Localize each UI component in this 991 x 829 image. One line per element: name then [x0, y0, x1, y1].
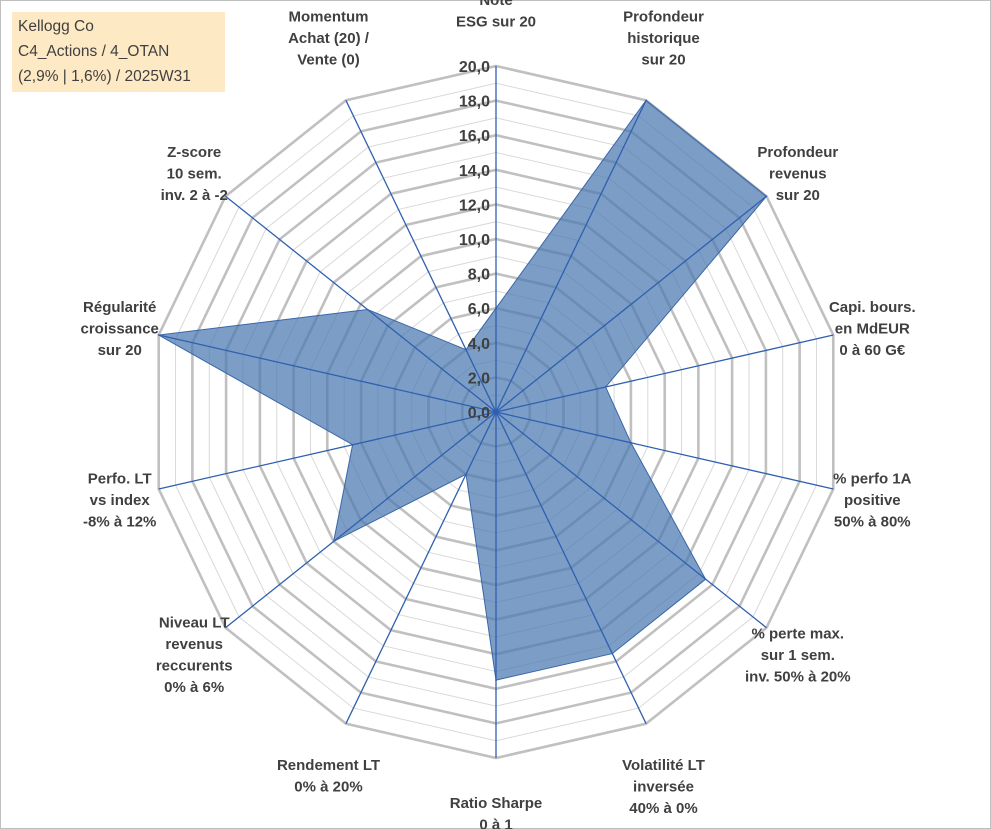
axis-label-line: 10 sem. [167, 166, 222, 183]
axis-label-line: Capi. bours. [829, 299, 916, 316]
axis-label-line: croissance [81, 320, 159, 337]
axis-label-line: -8% à 12% [83, 514, 156, 531]
tick-label: 12,0 [459, 197, 490, 214]
axis-label: Rendement LT 0% à 20% [277, 757, 380, 796]
axis-label-line: historique [627, 30, 700, 47]
axis-label-line: reccurents [156, 658, 233, 675]
axis-label-line: sur 20 [98, 342, 142, 359]
axis-label-line: sur 20 [641, 52, 685, 69]
tick-label: 6,0 [468, 301, 490, 318]
tick-label: 16,0 [459, 128, 490, 145]
data-series [157, 99, 768, 681]
axis-label: Volatilité LT inversée 40% à 0% [622, 757, 705, 817]
axis-label-line: Régularité [83, 299, 156, 316]
series-area [157, 99, 768, 681]
axis-label: Perfo. LT vs index -8% à 12% [83, 471, 156, 531]
axis-spoke [495, 411, 834, 490]
axis-label: Ratio Sharpe 0 à 1 [450, 795, 543, 829]
axis-label: Note ESG sur 20 [456, 0, 536, 31]
axis-label-line: Momentum [289, 9, 369, 26]
axis-label: % perfo 1A positive 50% à 80% [833, 471, 912, 531]
axis-spoke [495, 195, 767, 413]
axis-spoke [158, 411, 497, 490]
axis-label: Capi. bours. en MdEUR 0 à 60 G€ [829, 299, 916, 359]
axis-label-line: % perfo 1A [833, 471, 912, 488]
axis-spoke [225, 195, 497, 413]
axis-spoke [495, 411, 767, 629]
axis-label-line: sur 20 [776, 187, 820, 204]
axis-label-line: positive [844, 492, 901, 509]
axis-spoke [345, 100, 497, 413]
axis-label-line: ESG sur 20 [456, 14, 536, 31]
axis-label-line: Achat (20) / [288, 30, 370, 47]
axis-label-line: 0% à 20% [294, 778, 362, 795]
axis-label: Momentum Achat (20) / Vente (0) [288, 9, 370, 69]
axis-label-line: 40% à 0% [629, 800, 697, 817]
axis-label-line: Profondeur [623, 9, 704, 26]
axis-label-line: Note [479, 0, 512, 9]
axis-label-line: Niveau LT [159, 615, 230, 632]
axis-label-line: Vente (0) [297, 52, 360, 69]
axis-label-line: 50% à 80% [834, 514, 911, 531]
period-label: (2,9% | 1,6%) / 2025W31 [18, 68, 191, 85]
axis-label-line: 0 à 60 G€ [839, 342, 906, 359]
tick-label: 20,0 [459, 59, 490, 76]
tick-label: 8,0 [468, 267, 490, 284]
axis-labels: Note ESG sur 20 Profondeur historique sur 20… [81, 0, 916, 829]
axis-spokes [158, 66, 834, 758]
tick-label: 18,0 [459, 94, 490, 111]
tick-label: 4,0 [468, 336, 490, 353]
axis-label-line: inversée [633, 778, 694, 795]
axis-label-line: Ratio Sharpe [450, 795, 543, 812]
axis-spoke [345, 411, 497, 724]
axis-spoke [495, 100, 647, 413]
tick-label: 2,0 [468, 370, 490, 387]
axis-label: Profondeur revenus sur 20 [757, 144, 838, 204]
axis-label: Profondeur historique sur 20 [623, 9, 704, 69]
axis-spoke [495, 411, 647, 724]
axis-label: Régularité croissance sur 20 [81, 299, 159, 359]
axis-spoke [158, 334, 497, 413]
company-name: Kellogg Co [18, 18, 94, 35]
tick-label: 0,0 [468, 405, 490, 422]
axis-label-line: inv. 2 à -2 [161, 187, 228, 204]
axis-label-line: Volatilité LT [622, 757, 705, 774]
axis-label: Niveau LT revenus reccurents 0% à 6% [156, 615, 233, 697]
axis-label-line: en MdEUR [835, 320, 910, 337]
axis-label-line: Rendement LT [277, 757, 380, 774]
axis-label-line: 0% à 6% [164, 679, 224, 696]
axis-label-line: revenus [769, 166, 827, 183]
axis-label-line: Perfo. LT [88, 471, 152, 488]
axis-label-line: inv. 50% à 20% [745, 668, 851, 685]
axis-label-line: sur 1 sem. [761, 647, 835, 664]
axis-label: % perte max. sur 1 sem. inv. 50% à 20% [745, 625, 851, 685]
axis-spoke [225, 411, 497, 629]
category-label: C4_Actions / 4_OTAN [18, 43, 170, 60]
axis-label-line: vs index [90, 492, 151, 509]
axis-label-line: Z-score [167, 144, 221, 161]
tick-label: 14,0 [459, 163, 490, 180]
axis-spoke [495, 334, 834, 413]
info-box: Kellogg Co C4_Actions / 4_OTAN (2,9% | 1… [12, 12, 225, 92]
axis-label-line: Profondeur [757, 144, 838, 161]
axis-label-line: revenus [165, 636, 223, 653]
axis-label-line: 0 à 1 [479, 817, 512, 829]
axis-label: Z-score 10 sem. inv. 2 à -2 [161, 144, 228, 204]
axis-label-line: % perte max. [752, 625, 845, 642]
tick-label: 10,0 [459, 232, 490, 249]
tick-labels: 0,0 2,0 4,0 6,0 8,0 10,0 12,0 14,0 16,0 18,0 20,0 [459, 59, 490, 422]
